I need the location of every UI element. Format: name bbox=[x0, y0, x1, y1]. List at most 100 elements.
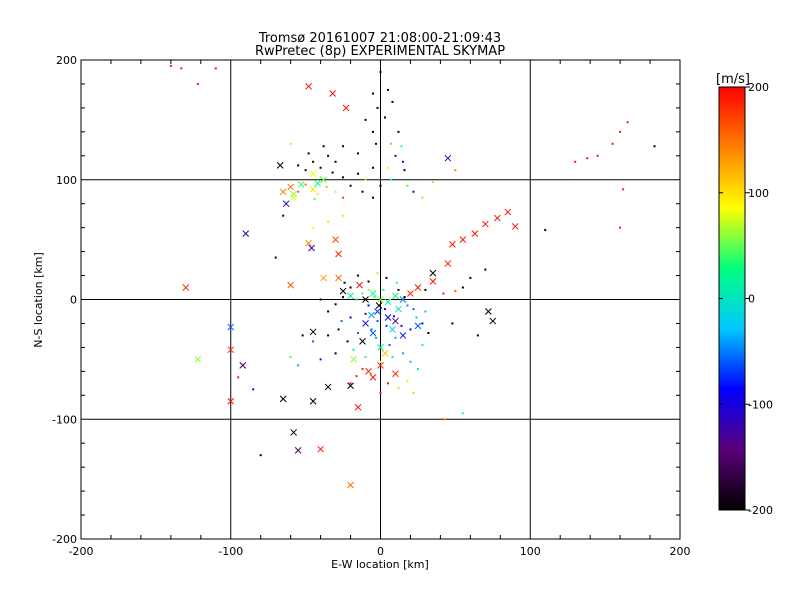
dot-marker bbox=[586, 157, 589, 160]
dot-marker bbox=[355, 298, 358, 301]
dot-marker bbox=[342, 145, 345, 148]
dot-marker bbox=[367, 304, 370, 307]
cross-marker bbox=[414, 284, 422, 291]
dot-marker bbox=[334, 160, 337, 163]
dot-marker bbox=[367, 280, 370, 283]
dot-marker bbox=[349, 184, 352, 187]
cross-marker bbox=[444, 260, 452, 267]
x-tick-label: -200 bbox=[69, 545, 94, 558]
cross-marker bbox=[484, 308, 492, 315]
cross-marker bbox=[309, 328, 317, 336]
cross-marker bbox=[297, 181, 305, 188]
cross-marker bbox=[290, 429, 297, 436]
dot-marker bbox=[653, 145, 656, 148]
dot-marker bbox=[388, 344, 391, 347]
cross-marker bbox=[347, 481, 354, 489]
cross-marker bbox=[347, 382, 354, 390]
dot-marker bbox=[304, 183, 307, 186]
dot-marker bbox=[307, 152, 310, 155]
dot-marker bbox=[424, 288, 427, 291]
x-tick-labels: -200 -100 0 100 200 bbox=[69, 545, 691, 558]
dot-marker bbox=[337, 328, 340, 331]
cross-marker bbox=[395, 305, 402, 313]
dot-marker bbox=[391, 355, 394, 358]
cross-marker bbox=[329, 90, 336, 97]
cross-marker bbox=[377, 344, 384, 351]
dot-marker bbox=[316, 193, 319, 196]
dot-marker bbox=[301, 334, 304, 337]
dot-marker bbox=[289, 142, 292, 145]
cross-marker bbox=[287, 281, 295, 289]
dot-marker bbox=[382, 288, 385, 291]
x-tick-label: 0 bbox=[377, 545, 384, 558]
dot-marker bbox=[400, 145, 403, 148]
dot-marker bbox=[386, 88, 389, 91]
dot-marker bbox=[342, 296, 345, 299]
x-axis-label: E-W location [km] bbox=[331, 558, 429, 571]
cross-marker bbox=[359, 338, 366, 345]
dot-marker bbox=[327, 154, 330, 157]
dot-marker bbox=[427, 332, 430, 335]
cross-marker bbox=[459, 236, 467, 243]
chart-subtitle: RwPretec (8p) EXPERIMENTAL SKYMAP bbox=[255, 44, 505, 59]
cross-marker bbox=[227, 346, 235, 354]
cross-marker bbox=[377, 362, 384, 369]
dot-marker bbox=[372, 92, 375, 95]
dot-marker bbox=[312, 160, 315, 163]
dot-marker bbox=[406, 184, 409, 187]
cross-marker bbox=[279, 188, 287, 196]
dot-marker bbox=[373, 296, 376, 299]
y-tick-label: -200 bbox=[52, 533, 77, 546]
cross-marker bbox=[324, 383, 332, 391]
cross-marker bbox=[314, 179, 321, 187]
dot-marker bbox=[386, 382, 389, 385]
dot-marker bbox=[461, 412, 464, 415]
cross-marker bbox=[392, 370, 399, 378]
dot-marker bbox=[394, 154, 397, 157]
cross-marker bbox=[282, 200, 290, 208]
chart-title: Tromsø 20161007 21:08:00-21:09:43 bbox=[258, 31, 501, 46]
dot-marker bbox=[342, 214, 345, 217]
dot-marker bbox=[304, 169, 307, 172]
dot-marker bbox=[611, 142, 614, 145]
dot-marker bbox=[214, 67, 217, 70]
dot-marker bbox=[401, 352, 404, 355]
cross-marker bbox=[239, 362, 247, 369]
cross-marker bbox=[381, 350, 389, 357]
colorbar-ticks: 200 100 0 -100 -200 bbox=[719, 81, 773, 517]
axis-ticks bbox=[81, 60, 680, 539]
cross-marker bbox=[368, 311, 375, 319]
dot-marker bbox=[361, 367, 364, 370]
colorbar-tick-label: -100 bbox=[748, 398, 773, 411]
colorbar-tick-label: 200 bbox=[748, 81, 769, 94]
x-tick-label: -100 bbox=[218, 545, 243, 558]
dot-marker bbox=[431, 181, 434, 184]
x-tick-label: 100 bbox=[520, 545, 541, 558]
cross-marker bbox=[389, 326, 396, 333]
dot-marker bbox=[346, 340, 349, 343]
dot-marker bbox=[574, 160, 577, 163]
dot-marker bbox=[385, 276, 388, 279]
dot-marker bbox=[340, 320, 343, 323]
cross-marker bbox=[342, 104, 350, 112]
dot-marker bbox=[379, 360, 382, 363]
dot-marker bbox=[421, 322, 424, 325]
dot-marker bbox=[484, 268, 487, 271]
x-tick-label: 200 bbox=[670, 545, 691, 558]
dot-marker bbox=[409, 360, 412, 363]
cross-marker bbox=[407, 290, 414, 297]
dot-marker bbox=[327, 310, 330, 313]
dot-marker bbox=[334, 190, 337, 193]
cross-marker bbox=[339, 287, 347, 295]
dot-marker bbox=[349, 382, 352, 385]
cross-marker bbox=[365, 367, 372, 375]
cross-marker bbox=[332, 236, 339, 243]
y-tick-labels: -200 -100 0 100 200 bbox=[52, 54, 77, 546]
cross-marker bbox=[375, 302, 383, 309]
dot-marker bbox=[357, 152, 360, 155]
cross-marker bbox=[305, 239, 312, 247]
cross-marker bbox=[279, 395, 287, 403]
dot-marker bbox=[355, 375, 358, 378]
dot-marker bbox=[379, 70, 382, 73]
cross-marker bbox=[429, 269, 437, 277]
